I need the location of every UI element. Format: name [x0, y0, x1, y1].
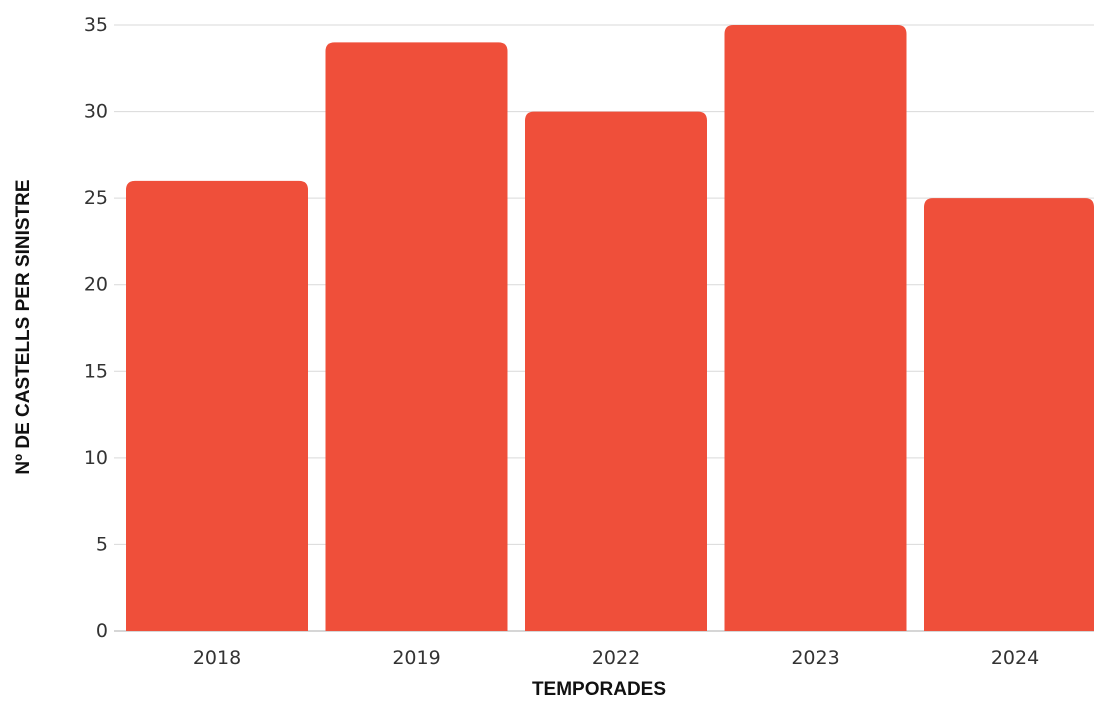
y-tick-label: 30 [84, 101, 108, 123]
y-tick-label: 25 [84, 187, 108, 209]
bars [126, 25, 1094, 632]
x-axis-ticks: 2018 2019 2022 2023 2024 [193, 647, 1039, 669]
y-axis-ticks: 0 5 10 15 20 25 30 35 [84, 14, 108, 642]
y-tick-label: 20 [84, 274, 108, 296]
x-tick-label: 2018 [193, 647, 241, 669]
x-tick-label: 2019 [392, 647, 440, 669]
y-tick-label: 0 [96, 620, 108, 642]
y-tick-label: 5 [96, 533, 108, 555]
y-tick-label: 15 [84, 360, 108, 382]
bar-2018 [126, 180, 308, 632]
x-tick-label: 2023 [791, 647, 839, 669]
bar-2022 [525, 111, 707, 632]
bar-2024 [924, 198, 1094, 631]
bar-2023 [724, 25, 907, 631]
x-tick-label: 2024 [991, 647, 1039, 669]
bar-2019 [325, 42, 508, 632]
y-axis-title: Nº DE CASTELLS PER SINISTRE [13, 179, 34, 474]
x-axis-title: TEMPORADES [532, 679, 666, 700]
y-tick-label: 35 [84, 14, 108, 36]
y-tick-label: 10 [84, 447, 108, 469]
x-tick-label: 2022 [592, 647, 640, 669]
